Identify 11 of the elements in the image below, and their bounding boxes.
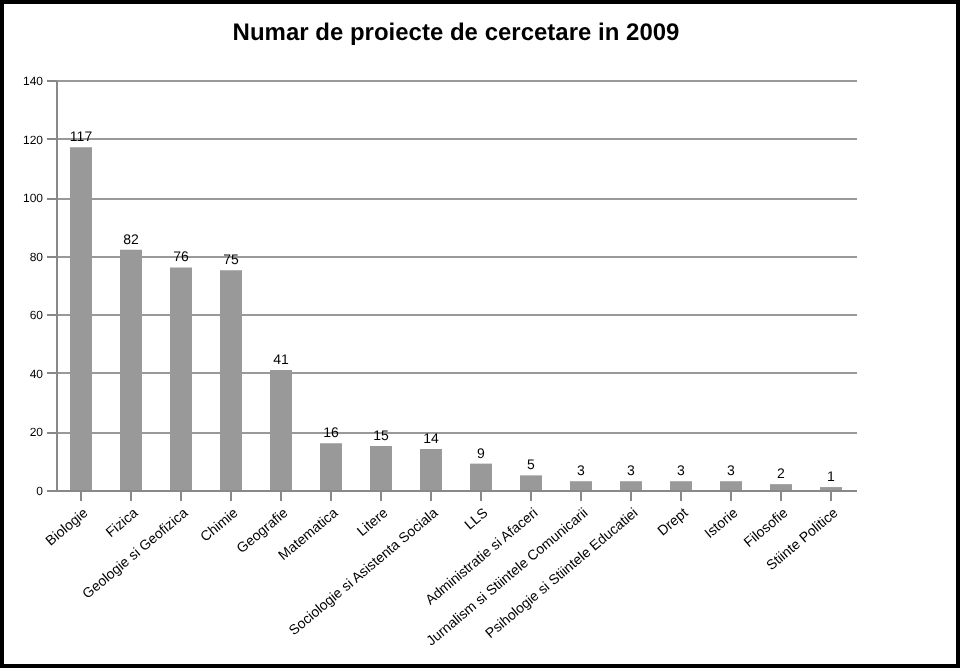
bar [620, 481, 642, 490]
bar [370, 446, 392, 490]
bar [320, 443, 342, 490]
bar [570, 481, 592, 490]
bar [720, 481, 742, 490]
bar [520, 475, 542, 490]
bar [420, 449, 442, 490]
bar [470, 463, 492, 490]
chart-title: Numar de proiecte de cercetare in 2009 [232, 18, 681, 46]
bar [670, 481, 692, 490]
bar [770, 484, 792, 490]
